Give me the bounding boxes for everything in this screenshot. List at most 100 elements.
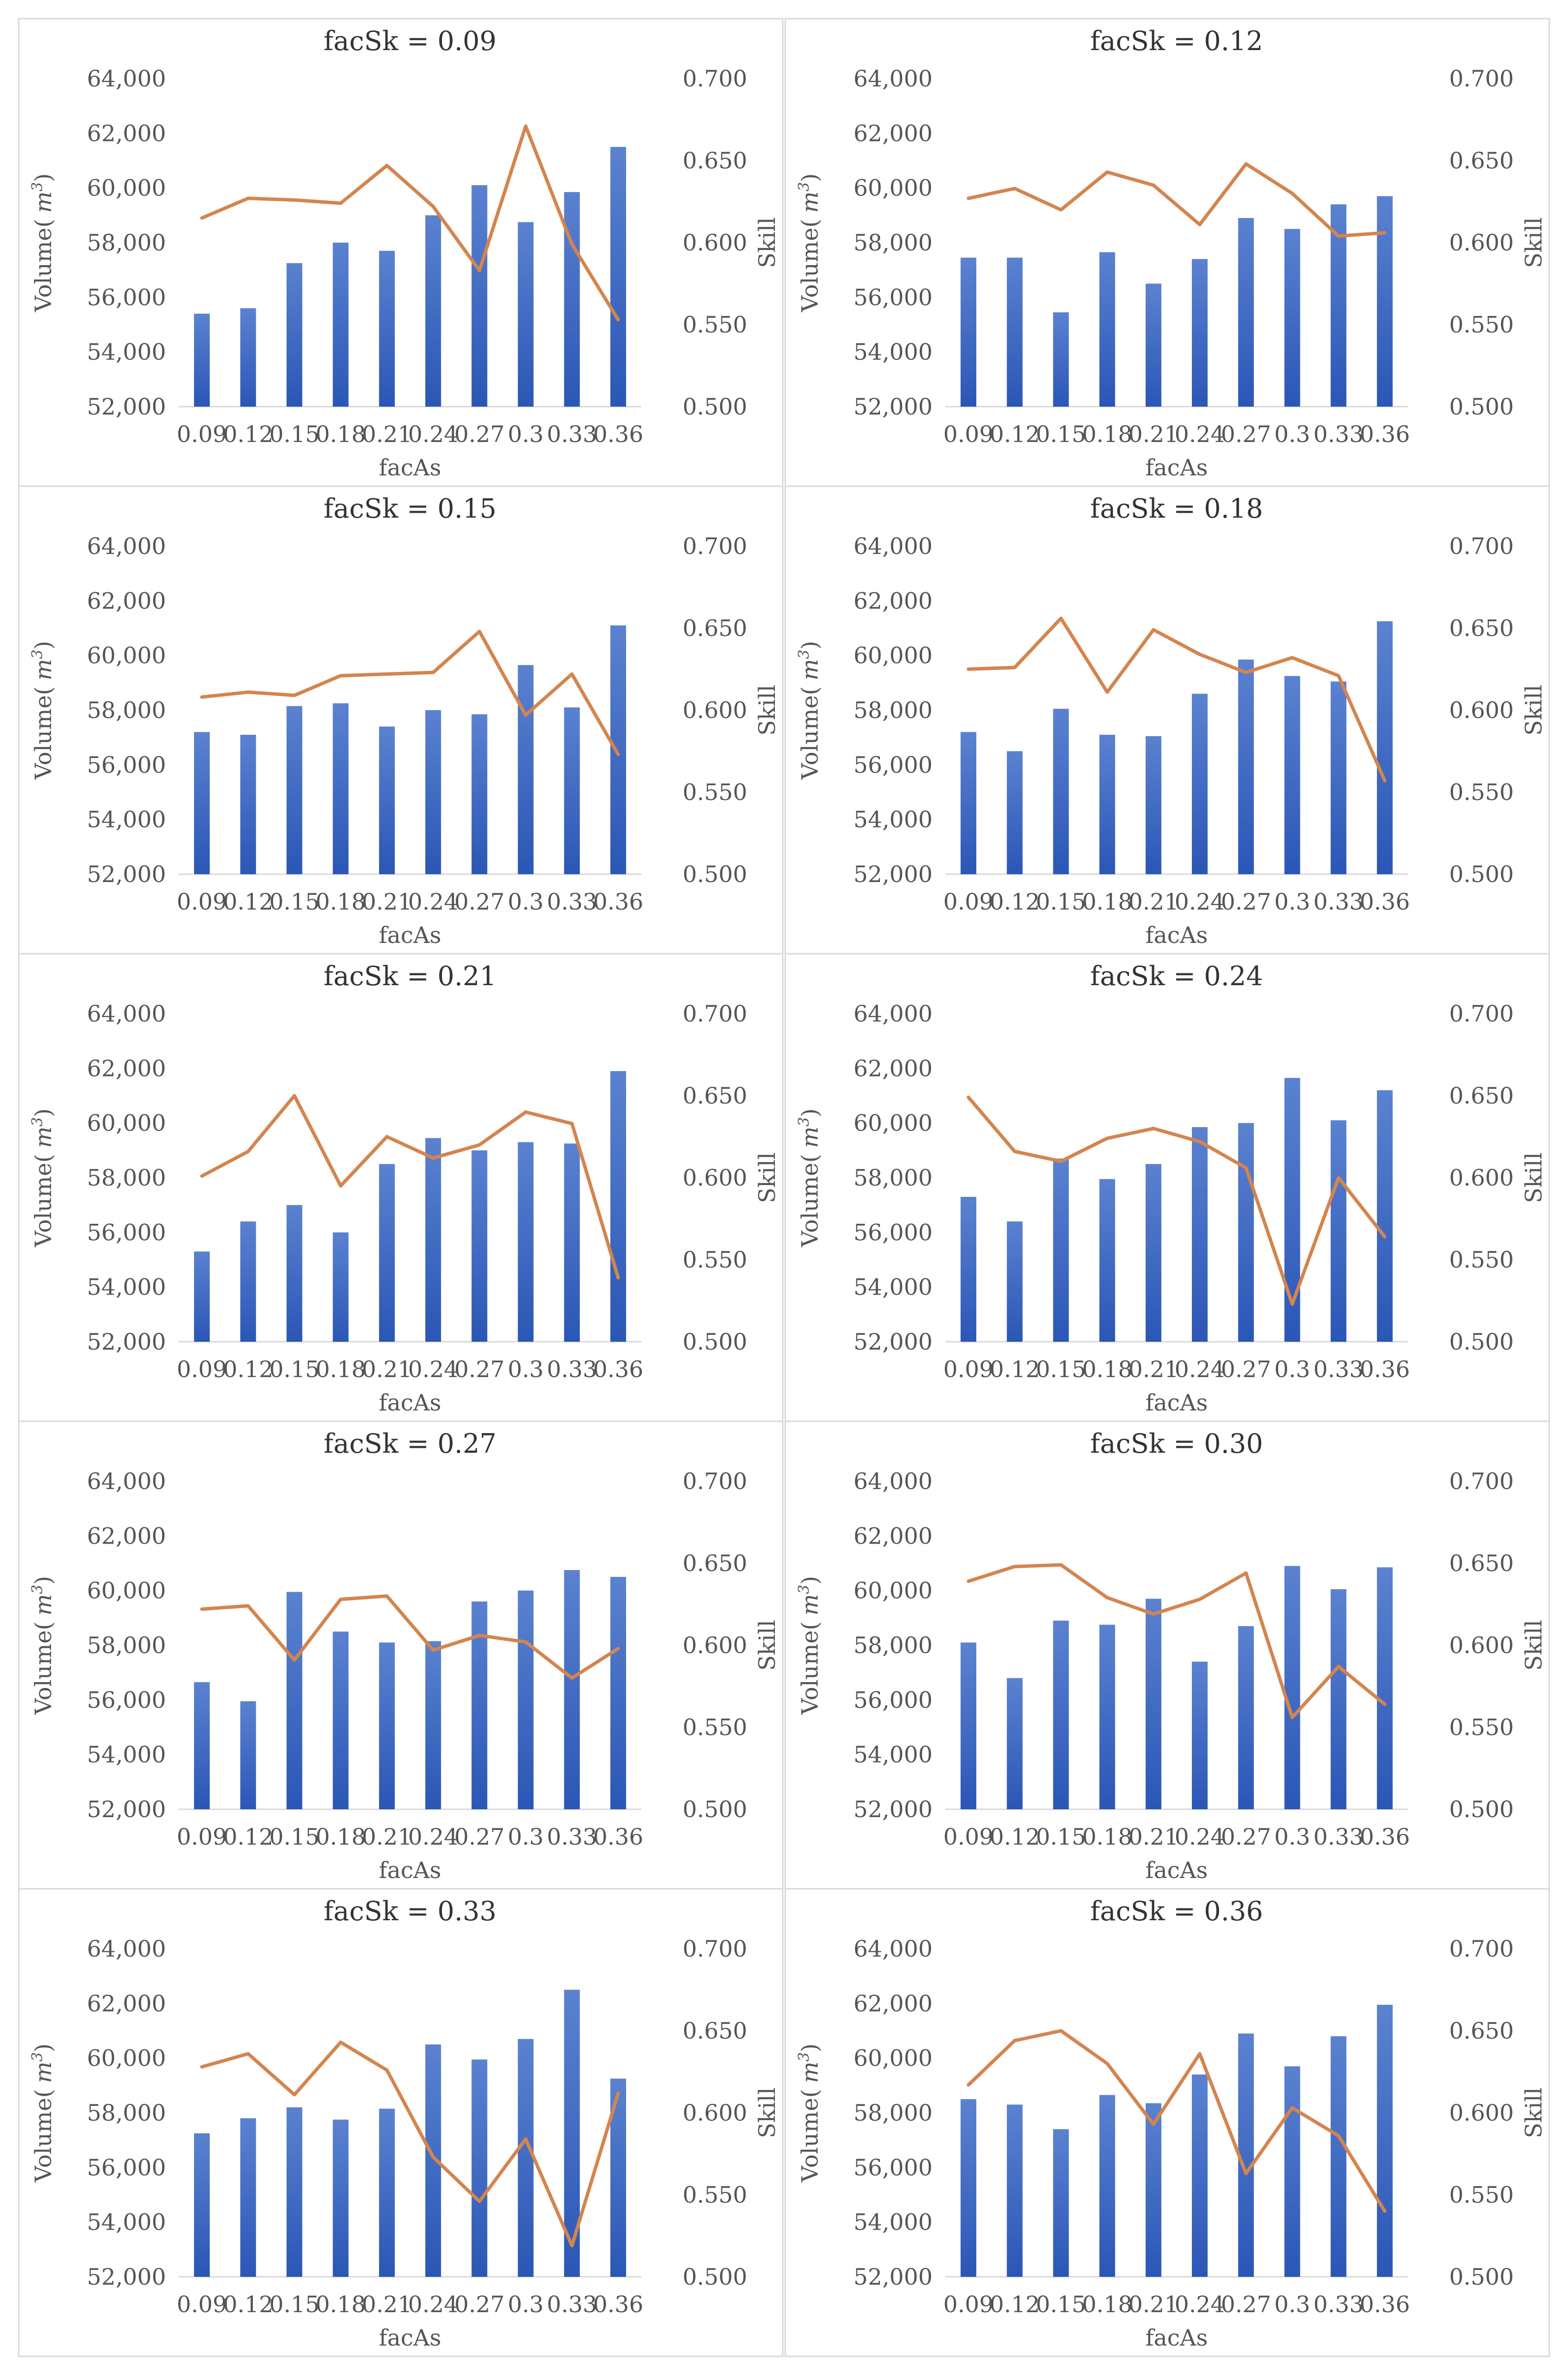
- x-tick-label: 0.3: [1274, 2291, 1310, 2318]
- y2-tick-label: 0.700: [683, 1468, 747, 1494]
- y2-axis-label: Skill: [754, 1620, 780, 1671]
- volume-bar: [425, 710, 441, 874]
- x-tick-label: 0.21: [1128, 1356, 1179, 1382]
- volume-bar: [194, 1682, 210, 1809]
- y-tick-label: 52,000: [853, 1328, 933, 1355]
- y2-tick-label: 0.600: [683, 697, 747, 723]
- volume-bar: [471, 185, 488, 407]
- x-axis-label: facAs: [379, 1857, 441, 1883]
- x-tick-label: 0.36: [593, 421, 643, 447]
- skill-line: [200, 124, 620, 322]
- volume-bar: [564, 707, 580, 874]
- y2-axis-label: Skill: [1520, 217, 1547, 268]
- y2-tick-label: 0.550: [683, 2182, 747, 2208]
- x-tick-label: 0.27: [454, 1356, 504, 1382]
- y2-tick-label: 0.500: [1449, 1328, 1514, 1355]
- y-tick-label: 54,000: [853, 2209, 933, 2236]
- y2-tick-label: 0.650: [1449, 2018, 1514, 2044]
- volume-bar: [471, 1601, 488, 1809]
- volume-bar: [332, 2119, 349, 2277]
- chart-panel: facSk = 0.33 52,000 54,000 56,000 58,000 60,0…: [18, 1888, 784, 2357]
- y-axis-label-unit: m: [797, 1127, 823, 1148]
- y-tick-label: 58,000: [853, 1164, 933, 1191]
- x-tick-label: 0.12: [990, 1824, 1040, 1850]
- x-tick-label: 0.33: [547, 421, 597, 447]
- chart-panel: facSk = 0.27 52,000 54,000 56,000 58,000 60,0…: [18, 1420, 784, 1890]
- volume-bar: [1376, 621, 1393, 874]
- y2-tick-label: 0.650: [1449, 147, 1514, 174]
- y-axis-label-close: ): [797, 173, 823, 182]
- y-tick-label: 56,000: [853, 1686, 933, 1713]
- volume-bar: [194, 732, 210, 874]
- volume-bar: [1192, 1661, 1208, 1809]
- y2-tick-label: 0.550: [683, 1246, 747, 1273]
- x-tick-label: 0.12: [990, 888, 1040, 915]
- y-axis-label-sup: 3: [796, 1117, 813, 1127]
- x-axis-label: facAs: [1145, 922, 1208, 948]
- y-axis-label: Volume(m3): [29, 1576, 56, 1715]
- x-tick-label: 0.27: [454, 1824, 504, 1850]
- x-tick-label: 0.12: [990, 1356, 1040, 1382]
- y2-tick-label: 0.550: [1449, 1714, 1514, 1741]
- volume-bar: [1192, 693, 1208, 874]
- y-tick-label: 58,000: [853, 697, 933, 723]
- x-tick-label: 0.18: [1082, 421, 1132, 447]
- x-tick-label: 0.36: [593, 1356, 643, 1382]
- x-tick-label: 0.21: [1128, 2291, 1179, 2318]
- x-tick-label: 0.36: [593, 888, 643, 915]
- x-tick-label: 0.24: [408, 1356, 458, 1382]
- volume-bar: [194, 313, 210, 407]
- x-tick-label: 0.36: [593, 1824, 643, 1850]
- y-axis-label-sup: 3: [796, 2052, 813, 2062]
- x-tick-label: 0.09: [943, 1356, 993, 1382]
- x-tick-label: 0.24: [1175, 2291, 1225, 2318]
- y-tick-label: 60,000: [853, 1577, 933, 1604]
- y2-tick-label: 0.500: [1449, 861, 1514, 887]
- y2-tick-label: 0.600: [683, 1164, 747, 1191]
- volume-bar: [610, 1576, 626, 1809]
- y-tick-label: 56,000: [87, 1686, 166, 1713]
- x-tick-label: 0.18: [315, 2291, 365, 2318]
- x-tick-label: 0.09: [943, 1824, 993, 1850]
- y-tick-label: 58,000: [853, 2100, 933, 2126]
- volume-bar: [286, 2107, 303, 2277]
- y-tick-label: 52,000: [87, 861, 166, 887]
- y2-tick-label: 0.650: [683, 1082, 747, 1109]
- x-axis-label: facAs: [379, 454, 441, 481]
- y-tick-label: 60,000: [853, 642, 933, 669]
- y-tick-label: 60,000: [87, 2045, 166, 2072]
- y2-tick-label: 0.700: [1449, 65, 1514, 92]
- y2-tick-label: 0.600: [1449, 2100, 1514, 2126]
- y-axis-label-unit: m: [30, 192, 56, 213]
- volume-bar: [1376, 196, 1393, 407]
- volume-bar: [286, 263, 303, 407]
- x-tick-label: 0.33: [547, 1824, 597, 1850]
- y-tick-label: 64,000: [853, 65, 933, 92]
- volume-bar: [1284, 2066, 1300, 2277]
- volume-bar: [1330, 681, 1347, 874]
- y-tick-label: 60,000: [853, 2045, 933, 2072]
- volume-bar: [518, 2039, 534, 2277]
- volume-bar: [471, 714, 488, 874]
- chart-panel: facSk = 0.36 52,000 54,000 56,000 58,000 60,0…: [784, 1888, 1550, 2357]
- y2-axis-label: Skill: [1520, 2087, 1547, 2138]
- chart-panel: facSk = 0.12 52,000 54,000 56,000 58,000 60,0…: [784, 18, 1550, 487]
- y2-axis-label: Skill: [754, 217, 780, 268]
- x-tick-label: 0.33: [1313, 1824, 1363, 1850]
- y-tick-label: 52,000: [87, 393, 166, 420]
- volume-bar: [1099, 1625, 1115, 1809]
- x-tick-label: 0.33: [1313, 2291, 1363, 2318]
- x-tick-label: 0.09: [177, 1356, 227, 1382]
- volume-bar: [1376, 1567, 1393, 1809]
- volume-bar: [1007, 1221, 1023, 1342]
- volume-bar: [471, 1150, 488, 1342]
- y-axis-label: Volume(m3): [29, 641, 56, 780]
- x-tick-label: 0.15: [269, 2291, 319, 2318]
- x-tick-label: 0.3: [1274, 421, 1310, 447]
- y-axis-label-close: ): [30, 173, 56, 182]
- y-tick-label: 62,000: [853, 1990, 933, 2017]
- y2-tick-label: 0.650: [1449, 1550, 1514, 1576]
- y-axis-label: Volume(m3): [796, 1576, 823, 1715]
- y-tick-label: 60,000: [853, 1110, 933, 1136]
- chart-panel: facSk = 0.09 52,000 54,000 56,000 58,000 60,0…: [18, 18, 784, 487]
